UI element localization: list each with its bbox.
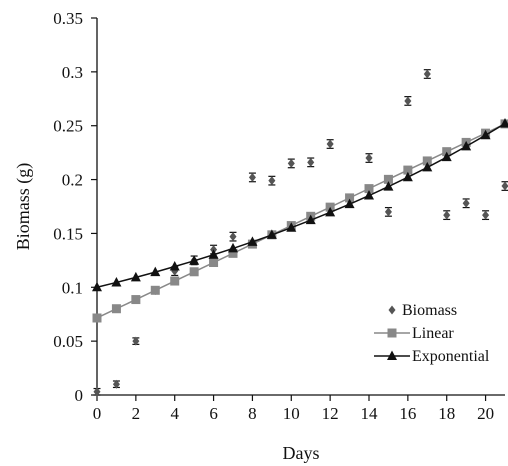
exponential-point — [422, 161, 433, 172]
exponential-point — [92, 281, 102, 292]
x-tick-label: 10 — [283, 404, 300, 423]
linear-point — [345, 193, 355, 203]
biomass-point — [326, 139, 334, 149]
biomass-point — [307, 157, 315, 167]
legend-marker — [387, 328, 397, 338]
biomass-point — [112, 379, 120, 389]
x-tick-label: 2 — [132, 404, 141, 423]
legend-item-exponential: Exponential — [374, 348, 490, 365]
linear-point — [364, 184, 374, 194]
legend-label: Exponential — [412, 348, 490, 365]
x-tick-label: 6 — [209, 404, 218, 423]
y-tick-label: 0.3 — [62, 63, 83, 82]
legend-item-biomass: Biomass — [388, 302, 457, 319]
linear-point — [150, 285, 160, 295]
exponential-point — [189, 255, 200, 265]
linear-point — [422, 156, 432, 166]
x-tick-label: 0 — [93, 404, 102, 423]
exponential-point — [305, 214, 316, 225]
biomass-point — [443, 210, 451, 220]
linear-point — [92, 313, 102, 323]
biomass-point — [384, 207, 392, 217]
exponential-point — [247, 236, 258, 246]
biomass-point — [482, 210, 490, 220]
x-tick-label: 4 — [170, 404, 179, 423]
biomass-point — [229, 232, 237, 242]
x-tick-label: 18 — [438, 404, 455, 423]
legend-marker — [388, 305, 396, 315]
linear-point — [189, 267, 199, 277]
y-tick-label: 0.35 — [53, 9, 83, 28]
x-tick-label: 8 — [248, 404, 257, 423]
y-tick-label: 0.05 — [53, 332, 83, 351]
biomass-point — [93, 387, 101, 397]
exponential-point — [169, 260, 180, 271]
exponential-point — [130, 271, 141, 282]
exponential-point — [402, 171, 413, 182]
y-tick-label: 0.25 — [53, 117, 83, 136]
linear-point — [111, 304, 121, 314]
exponential-point — [208, 249, 219, 259]
biomass-point — [365, 153, 373, 163]
linear-point — [170, 276, 180, 286]
series-linear — [92, 119, 508, 323]
x-tick-label: 16 — [399, 404, 416, 423]
biomass-point — [501, 181, 508, 191]
biomass-point — [287, 158, 295, 168]
y-axis-title: Biomass (g) — [13, 163, 34, 251]
exponential-point — [344, 198, 355, 209]
biomass-point — [423, 69, 431, 79]
linear-point — [403, 165, 413, 175]
exponential-point — [383, 181, 394, 191]
linear-point — [131, 295, 141, 305]
y-tick-label: 0 — [75, 386, 84, 405]
plot-area — [92, 69, 508, 397]
series-exponential — [92, 118, 508, 292]
biomass-point — [132, 336, 140, 346]
exponential-point — [500, 118, 508, 128]
exponential-point — [325, 206, 336, 217]
x-tick-label: 12 — [322, 404, 339, 423]
linear-line — [96, 123, 506, 319]
exponential-line — [96, 122, 506, 289]
exponential-point — [364, 190, 374, 200]
exponential-point — [286, 222, 297, 232]
legend-label: Linear — [412, 325, 454, 342]
exponential-point — [441, 151, 452, 162]
exponential-point — [266, 229, 277, 239]
biomass-point — [462, 198, 470, 208]
axes: 0 0.05 0.1 0.15 0.2 0.25 0.3 0.35 0 2 4 6 8 10 12 14 16 1… — [53, 9, 505, 423]
exponential-point — [461, 140, 472, 151]
exponential-point — [228, 242, 238, 253]
biomass-point — [404, 96, 412, 106]
x-tick-label: 14 — [361, 404, 379, 423]
linear-point — [383, 174, 393, 184]
legend: Biomass Linear Exponential — [374, 302, 490, 365]
y-tick-label: 0.1 — [62, 278, 83, 297]
y-tick-label: 0.2 — [62, 171, 83, 190]
legend-item-linear: Linear — [374, 325, 454, 342]
legend-marker — [387, 350, 397, 360]
legend-label: Biomass — [402, 302, 457, 319]
biomass-point — [268, 176, 276, 186]
y-tick-label: 0.15 — [53, 224, 83, 243]
exponential-point — [111, 276, 122, 287]
series-biomass — [93, 69, 508, 397]
biomass-point — [248, 172, 256, 182]
exponential-point — [480, 129, 491, 140]
x-axis-title: Days — [283, 443, 320, 463]
x-tick-label: 20 — [477, 404, 494, 423]
exponential-point — [150, 266, 161, 277]
linear-point — [228, 248, 238, 258]
linear-point — [209, 258, 219, 268]
